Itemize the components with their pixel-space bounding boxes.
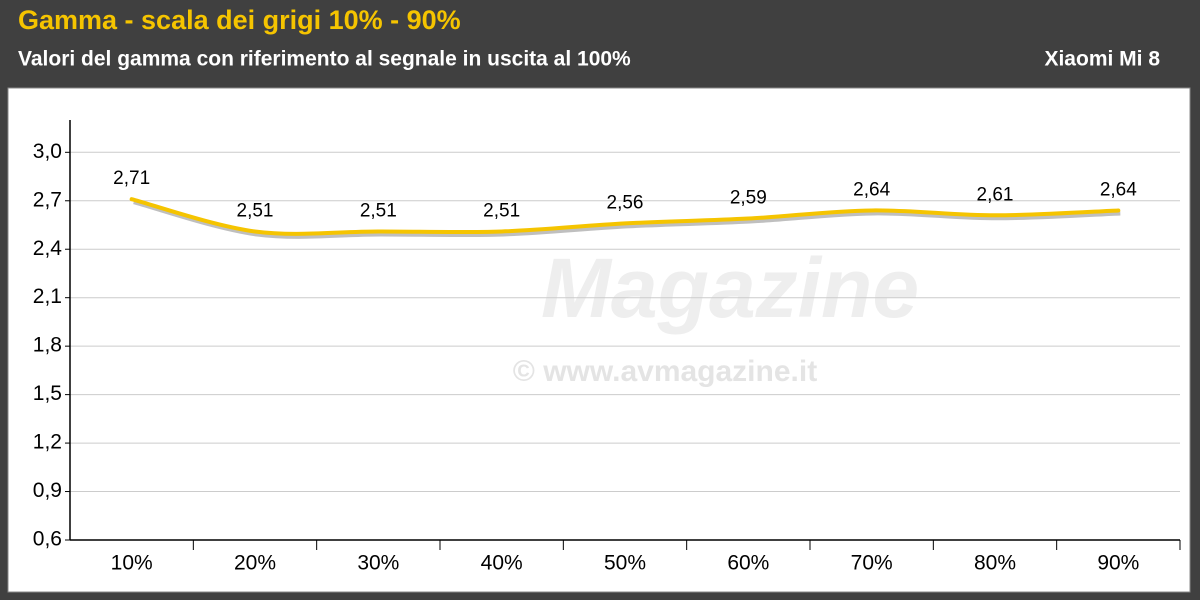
x-tick-label: 80% <box>974 552 1016 575</box>
value-label: 2,51 <box>483 200 520 221</box>
y-tick-label: 1,5 <box>33 382 62 405</box>
chart-title: Gamma - scala dei grigi 10% - 90% <box>18 5 461 35</box>
y-tick-label: 3,0 <box>33 140 62 163</box>
watermark: © www.avmagazine.it <box>513 355 817 388</box>
x-tick-label: 90% <box>1097 552 1139 575</box>
value-label: 2,51 <box>237 200 274 221</box>
plot: 0,6 0,9 1,2 1,5 1,8 2,1 2,4 2,7 3,0 10% 20% 30% 40% 5… <box>33 120 1181 575</box>
y-tick-label: 0,6 <box>33 528 62 551</box>
line-shadow <box>133 200 1121 239</box>
line <box>129 197 1121 236</box>
x-tick-label: 40% <box>481 552 523 575</box>
y-tick-label: 1,8 <box>33 334 62 357</box>
value-label: 2,61 <box>977 184 1014 205</box>
value-label: 2,71 <box>113 168 150 189</box>
plot-panel <box>7 87 1191 593</box>
y-tick-label: 2,1 <box>33 285 62 308</box>
x-tick-label: 30% <box>357 552 399 575</box>
value-label: 2,64 <box>1100 179 1137 200</box>
y-tick-label: 1,2 <box>33 431 62 454</box>
x-tick-label: 10% <box>111 552 153 575</box>
y-tick-label: 2,4 <box>33 237 63 260</box>
x-tick-label: 20% <box>234 552 276 575</box>
value-label: 2,64 <box>853 179 890 200</box>
value-label: 2,51 <box>360 200 397 221</box>
x-tick-label: 70% <box>851 552 893 575</box>
value-label: 2,59 <box>730 188 767 209</box>
watermark: Magazine <box>541 241 919 335</box>
device-name: Xiaomi Mi 8 <box>1044 48 1160 71</box>
chart-subtitle: Valori del gamma con riferimento al segn… <box>18 48 631 71</box>
x-tick-label: 50% <box>604 552 646 575</box>
value-label: 2,56 <box>607 192 644 213</box>
y-tick-label: 2,7 <box>33 188 62 211</box>
y-tick-label: 0,9 <box>33 479 62 502</box>
x-tick-label: 60% <box>727 552 769 575</box>
